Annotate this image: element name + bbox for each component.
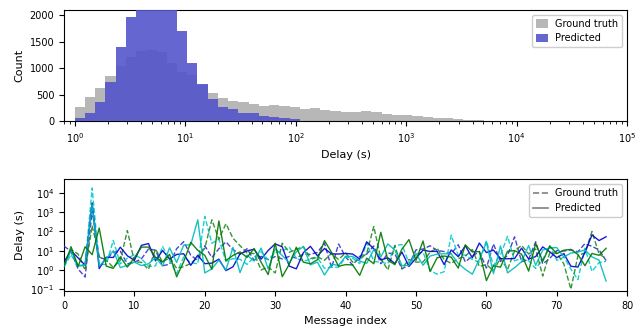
Bar xyxy=(167,0,177,121)
X-axis label: Message index: Message index xyxy=(304,316,387,326)
Bar xyxy=(371,112,381,121)
Bar xyxy=(147,0,157,121)
Bar xyxy=(136,51,147,121)
Bar xyxy=(126,57,136,121)
Bar xyxy=(177,31,188,121)
Bar xyxy=(340,112,351,121)
Bar xyxy=(361,111,371,121)
Bar xyxy=(85,113,95,121)
Bar xyxy=(198,85,208,121)
Bar xyxy=(249,113,259,121)
Legend: Ground truth, Predicted: Ground truth, Predicted xyxy=(532,15,622,47)
Bar xyxy=(136,0,147,121)
Bar xyxy=(116,66,126,121)
Bar xyxy=(259,116,269,121)
Bar xyxy=(208,93,218,121)
Bar xyxy=(177,72,188,121)
Bar xyxy=(289,108,300,121)
Bar xyxy=(208,98,218,121)
Bar xyxy=(116,47,126,121)
Bar xyxy=(453,119,463,121)
Bar xyxy=(95,102,106,121)
Bar xyxy=(249,104,259,121)
Bar xyxy=(351,112,361,121)
Bar xyxy=(463,120,474,121)
Y-axis label: Count: Count xyxy=(14,49,24,82)
Bar xyxy=(474,120,484,121)
Bar xyxy=(239,113,249,121)
Bar xyxy=(269,117,279,121)
Bar xyxy=(147,50,157,121)
Bar xyxy=(188,63,198,121)
Bar xyxy=(330,111,340,121)
Bar xyxy=(412,116,422,121)
Bar xyxy=(320,110,330,121)
Bar xyxy=(402,115,412,121)
Bar xyxy=(218,108,228,121)
Bar xyxy=(85,97,95,121)
Bar xyxy=(126,17,136,121)
Bar xyxy=(279,118,289,121)
Bar xyxy=(198,84,208,121)
Bar xyxy=(269,105,279,121)
Bar xyxy=(188,76,198,121)
Bar xyxy=(218,98,228,121)
Bar xyxy=(289,119,300,121)
Bar xyxy=(259,106,269,121)
Bar xyxy=(95,89,106,121)
Bar xyxy=(300,109,310,121)
Bar xyxy=(228,101,239,121)
X-axis label: Delay (s): Delay (s) xyxy=(321,150,371,161)
Bar xyxy=(381,114,392,121)
Bar xyxy=(310,108,320,121)
Y-axis label: Delay (s): Delay (s) xyxy=(15,210,25,260)
Bar xyxy=(228,110,239,121)
Bar xyxy=(443,118,453,121)
Bar xyxy=(106,82,116,121)
Bar xyxy=(157,52,167,121)
Bar xyxy=(75,118,85,121)
Bar xyxy=(106,76,116,121)
Bar xyxy=(167,63,177,121)
Bar xyxy=(239,102,249,121)
Bar xyxy=(75,107,85,121)
Legend: Ground truth, Predicted: Ground truth, Predicted xyxy=(529,184,622,217)
Bar xyxy=(433,118,443,121)
Bar xyxy=(422,117,433,121)
Bar xyxy=(392,115,402,121)
Bar xyxy=(279,106,289,121)
Bar xyxy=(157,0,167,121)
